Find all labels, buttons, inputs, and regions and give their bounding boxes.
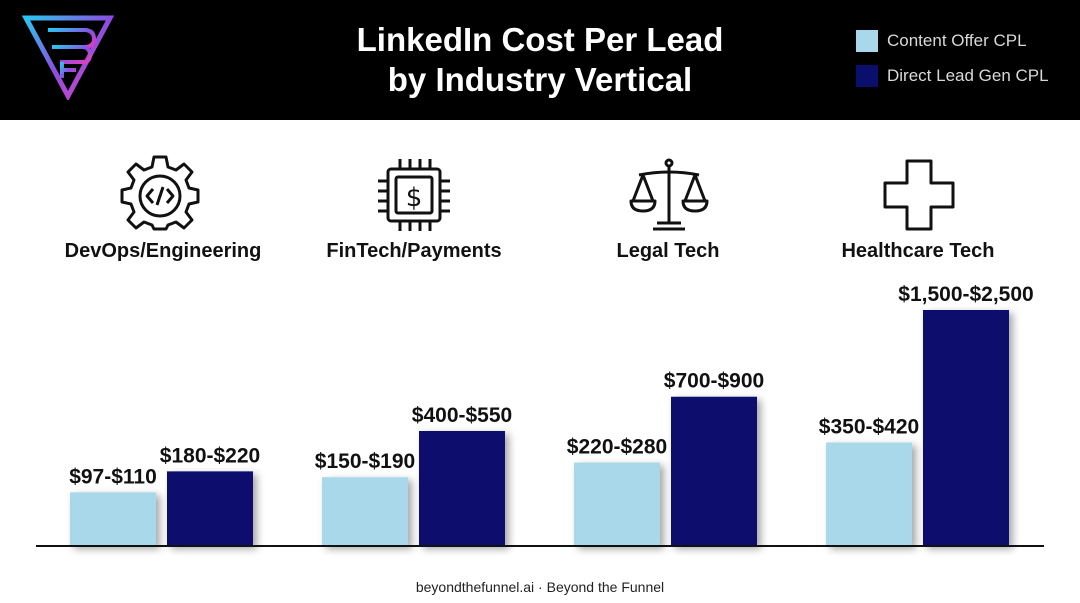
title-line-2: by Industry Vertical [387,61,693,98]
bar-legal-direct-lead-gen [671,396,757,546]
bar-fintech-direct-lead-gen [419,430,505,546]
legend-item-content-offer: Content Offer CPL [856,28,1049,54]
bar-label-healthcare-direct-lead-gen: $1,500-$2,500 [898,283,1033,306]
legend: Content Offer CPL Direct Lead Gen CPL [856,28,1049,98]
legend-label-content-offer: Content Offer CPL [887,31,1027,50]
legend-item-direct-lead-gen: Direct Lead Gen CPL [856,63,1049,89]
header-bar: LinkedIn Cost Per Lead by Industry Verti… [0,0,1080,120]
chip-dollar-icon: $ [378,159,450,231]
bar-label-devops-content-offer: $97-$110 [69,465,157,488]
bar-label-legal-content-offer: $220-$280 [567,436,667,459]
bar-label-fintech-content-offer: $150-$190 [315,450,415,473]
category-label-healthcare: Healthcare Tech [841,240,995,262]
svg-text:$: $ [406,183,423,213]
category-label-fintech: FinTech/Payments [326,240,502,262]
bar-fintech-content-offer [322,477,408,546]
bar-legal-content-offer [574,462,660,546]
bar-healthcare-direct-lead-gen [923,310,1009,546]
bar-label-devops-direct-lead-gen: $180-$220 [160,444,260,467]
bar-label-fintech-direct-lead-gen: $400-$550 [412,404,512,427]
category-label-devops: DevOps/Engineering [64,240,262,262]
legend-swatch-direct-lead-gen [856,65,878,87]
gear-code-icon [120,155,200,231]
footer-credit: beyondthefunnel.ai · Beyond the Funnel [415,579,665,595]
title-line-1: LinkedIn Cost Per Lead [356,21,724,58]
legend-swatch-content-offer [856,30,878,52]
bar-label-healthcare-content-offer: $350-$420 [819,415,919,438]
bar-label-legal-direct-lead-gen: $700-$900 [664,370,764,393]
chart-title: LinkedIn Cost Per Lead by Industry Verti… [300,20,780,100]
brand-logo-icon [22,15,114,100]
medical-cross-icon [883,159,955,231]
bar-healthcare-content-offer [826,442,912,546]
scales-icon [629,158,709,231]
category-label-legal: Legal Tech [616,240,720,262]
bar-devops-content-offer [70,492,156,546]
bar-devops-direct-lead-gen [167,471,253,546]
legend-label-direct-lead-gen: Direct Lead Gen CPL [887,66,1049,85]
